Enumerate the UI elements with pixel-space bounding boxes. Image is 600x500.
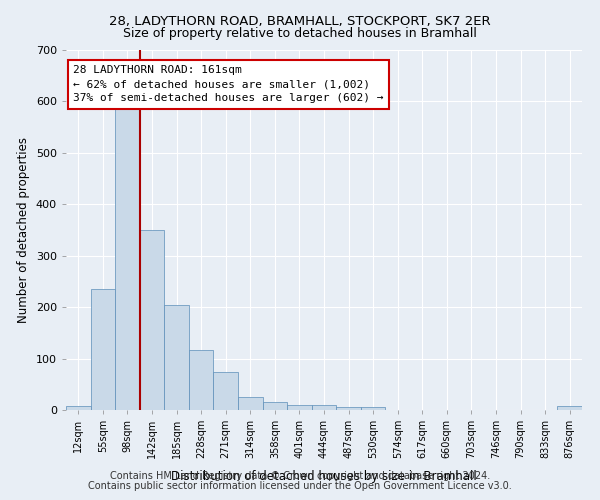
X-axis label: Distribution of detached houses by size in Bramhall: Distribution of detached houses by size … (171, 470, 477, 482)
Text: 28, LADYTHORN ROAD, BRAMHALL, STOCKPORT, SK7 2ER: 28, LADYTHORN ROAD, BRAMHALL, STOCKPORT,… (109, 15, 491, 28)
Bar (336, 408, 361, 410)
Text: Contains public sector information licensed under the Open Government Licence v3: Contains public sector information licen… (88, 481, 512, 491)
Bar (263, 402, 287, 410)
Bar (91, 289, 115, 410)
Y-axis label: Number of detached properties: Number of detached properties (17, 137, 30, 323)
Bar (312, 406, 336, 410)
Bar (287, 405, 312, 410)
Text: Contains HM Land Registry data © Crown copyright and database right 2024.: Contains HM Land Registry data © Crown c… (110, 471, 490, 481)
Bar (214, 372, 238, 410)
Bar (361, 408, 385, 410)
Text: Size of property relative to detached houses in Bramhall: Size of property relative to detached ho… (123, 28, 477, 40)
Bar (238, 397, 263, 410)
Bar (189, 350, 214, 410)
Bar (115, 106, 140, 410)
Bar (557, 406, 582, 410)
Bar (164, 305, 189, 410)
Text: 28 LADYTHORN ROAD: 161sqm
← 62% of detached houses are smaller (1,002)
37% of se: 28 LADYTHORN ROAD: 161sqm ← 62% of detac… (73, 66, 384, 104)
Bar (66, 406, 91, 410)
Bar (140, 230, 164, 410)
